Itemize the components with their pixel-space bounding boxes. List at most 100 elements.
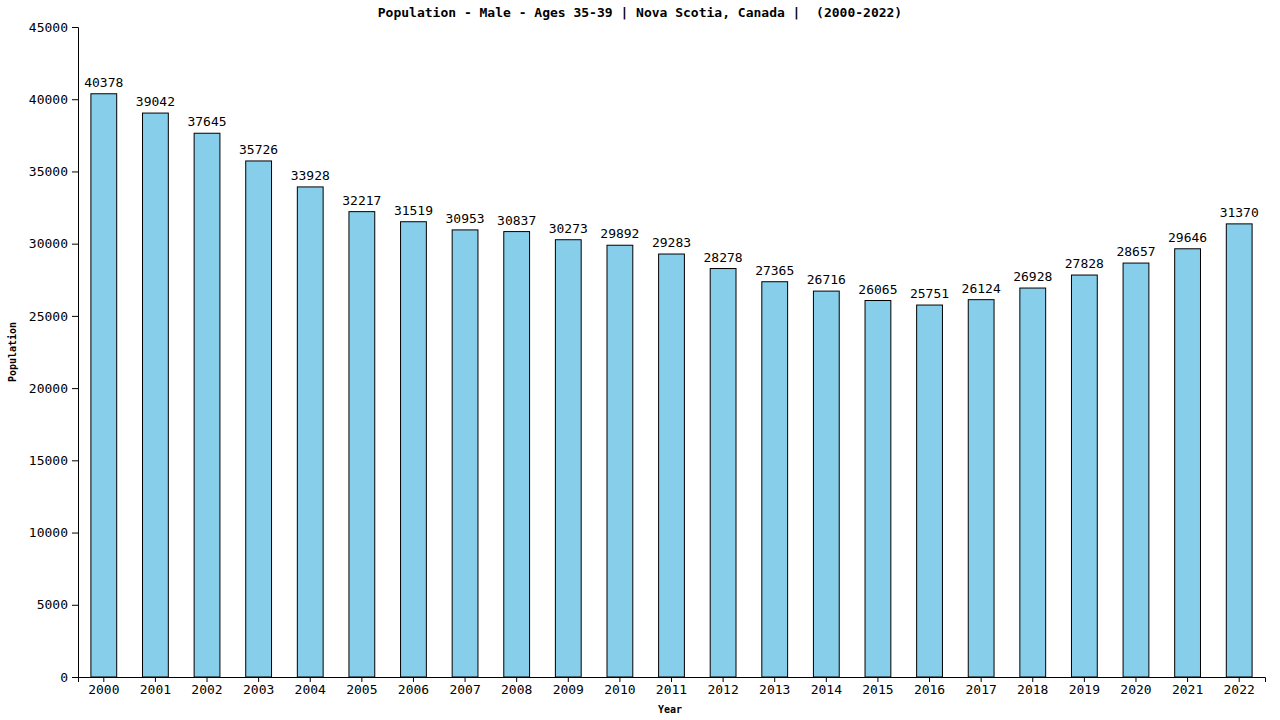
title: Population - Male - Ages 35-39 | Nova Sc…: [378, 5, 902, 20]
tick-label: 2015: [862, 682, 893, 697]
data-label: 25751: [910, 286, 949, 301]
data-label: 32217: [342, 193, 381, 208]
tick-mark: [72, 244, 78, 245]
x-tick: 2007: [449, 677, 480, 697]
tick-label: 2018: [1017, 682, 1048, 697]
x-tick: 2019: [1069, 677, 1100, 697]
tick-label: 2008: [501, 682, 532, 697]
tick-label: 2002: [191, 682, 222, 697]
tick-label: 2007: [449, 682, 480, 697]
bar: [968, 300, 994, 677]
chart-container: 0 5000 10000 15000 20000 25000 30000 35000 40000…: [0, 0, 1280, 720]
tick-label: 2012: [707, 682, 738, 697]
tick-mark: [72, 677, 78, 678]
tick-label: 35000: [29, 164, 68, 179]
x-tick: 2004: [295, 677, 326, 697]
tick-label: 2020: [1120, 682, 1151, 697]
data-label: 33928: [291, 168, 330, 183]
data-label: 30273: [549, 221, 588, 236]
x-tick: 2002: [191, 677, 222, 697]
data-label: 26928: [1013, 269, 1052, 284]
tick-label: 2006: [398, 682, 429, 697]
bar: [194, 133, 220, 677]
data-label: 39042: [136, 94, 175, 109]
tick-label: 20000: [29, 381, 68, 396]
tick-label: 25000: [29, 309, 68, 324]
y-axis: 0 5000 10000 15000 20000 25000 30000 35000 40000…: [29, 20, 79, 685]
bar: [246, 161, 272, 677]
background: [0, 0, 1280, 720]
tick-label: 45000: [29, 20, 68, 35]
bar: [504, 232, 530, 677]
data-label: 29646: [1168, 230, 1207, 245]
x-axis-title: Year: [658, 704, 682, 715]
data-label: 35726: [239, 142, 278, 157]
tick-label: 5000: [37, 597, 68, 612]
data-label: 27365: [755, 263, 794, 278]
tick-mark: [72, 533, 78, 534]
y-tick: 45000: [29, 20, 78, 35]
data-label: 30953: [445, 211, 484, 226]
y-tick: 5000: [37, 597, 78, 612]
tick-mark: [72, 388, 78, 389]
bar: [555, 240, 581, 677]
tick-label: 2010: [604, 682, 635, 697]
bar: [143, 113, 169, 677]
chart-svg: 0 5000 10000 15000 20000 25000 30000 35000 40000…: [0, 0, 1280, 720]
bar: [813, 291, 839, 677]
tick-label: 2003: [243, 682, 274, 697]
x-tick: 2005: [346, 677, 377, 697]
tick-label: 2001: [140, 682, 171, 697]
tick-label: 2011: [656, 682, 687, 697]
tick-label: 2016: [914, 682, 945, 697]
bar: [401, 222, 427, 677]
y-tick: 10000: [29, 525, 78, 540]
tick-label: 10000: [29, 525, 68, 540]
x-axis: 2000 2001 2002 2003 2004 2005 2006 2007 2008 2009…: [79, 677, 1266, 697]
tick-label: 2009: [553, 682, 584, 697]
bar: [452, 230, 478, 677]
data-label: 29892: [600, 226, 639, 241]
data-label: 28657: [1116, 244, 1155, 259]
data-label: 31370: [1220, 205, 1259, 220]
data-label: 28278: [704, 250, 743, 265]
tick-mark: [72, 27, 78, 28]
data-label: 31519: [394, 203, 433, 218]
x-tick: 2015: [862, 677, 893, 697]
axis-line: [72, 28, 79, 678]
y-tick: 30000: [29, 236, 78, 251]
bar: [1071, 275, 1097, 677]
x-tick: 2008: [501, 677, 532, 697]
y-tick: 15000: [29, 453, 78, 468]
x-tick: 2003: [243, 677, 274, 697]
tick-mark: [72, 460, 78, 461]
x-tick: 2010: [604, 677, 635, 697]
data-label: 26716: [807, 272, 846, 287]
y-tick: 20000: [29, 381, 78, 396]
bar: [710, 269, 736, 677]
bar: [659, 254, 685, 677]
bar: [607, 245, 633, 677]
bar: [865, 301, 891, 677]
y-tick: 0: [60, 670, 78, 685]
data-labels: 4037839042376453572633928322173151930953…: [84, 75, 1259, 301]
tick-label: 40000: [29, 92, 68, 107]
tick-label: 2000: [88, 682, 119, 697]
tick-mark: [72, 99, 78, 100]
x-tick: 2011: [656, 677, 687, 697]
bar: [1020, 288, 1046, 677]
tick-mark: [72, 316, 78, 317]
bar: [349, 212, 375, 677]
x-tick: 2009: [553, 677, 584, 697]
tick-label: 15000: [29, 453, 68, 468]
data-label: 37645: [187, 114, 226, 129]
bar: [1175, 249, 1201, 677]
y-axis-title: Population: [7, 322, 18, 382]
bar: [1226, 224, 1252, 677]
x-tick: 2014: [811, 677, 842, 697]
tick-label: 2019: [1069, 682, 1100, 697]
tick-label: 2021: [1172, 682, 1203, 697]
y-tick: 25000: [29, 309, 78, 324]
data-label: 27828: [1065, 256, 1104, 271]
x-tick: 2013: [759, 677, 790, 697]
